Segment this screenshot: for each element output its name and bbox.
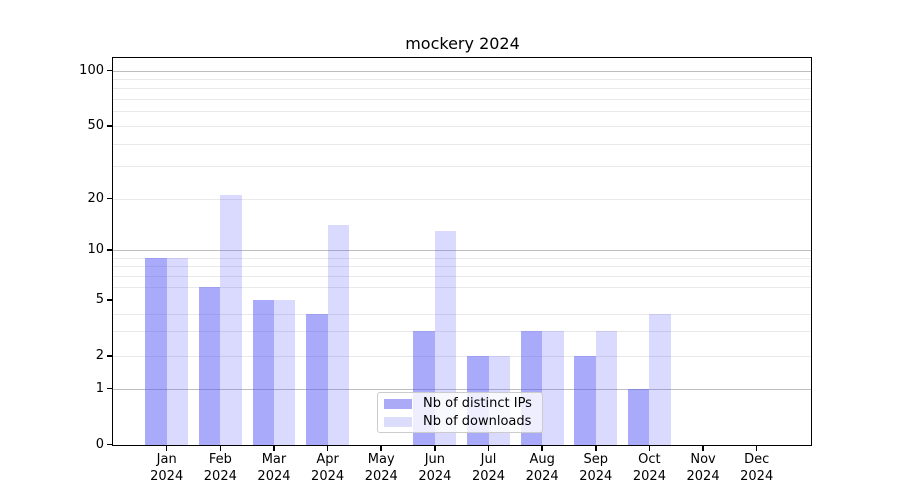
y-axis-tick — [107, 387, 112, 390]
y-axis-tick-label: 0 — [95, 436, 104, 452]
x-axis-tick-label: Mar 2024 — [257, 452, 291, 484]
legend-label: Nb of distinct IPs — [423, 396, 532, 411]
major-gridline — [113, 70, 812, 72]
y-axis-tick-label: 50 — [87, 118, 104, 133]
minor-gridline — [113, 198, 812, 200]
y-axis-tick — [107, 443, 112, 446]
y-axis-tick-label: 1 — [95, 380, 104, 396]
minor-gridline — [113, 99, 812, 101]
minor-gridline — [113, 143, 812, 145]
legend-entry-downloads: Nb of downloads — [384, 414, 536, 429]
x-axis-tick — [219, 446, 222, 451]
bar-sep-downloads — [595, 331, 618, 445]
bar-oct-downloads — [649, 313, 671, 445]
bar-jun-downloads — [434, 230, 457, 445]
y-axis-tick — [107, 125, 112, 127]
x-axis-tick-label: Jun 2024 — [418, 452, 452, 484]
minor-gridline — [113, 331, 812, 333]
minor-gridline — [113, 88, 812, 90]
x-axis-tick — [541, 446, 543, 451]
x-axis-tick-label: May 2024 — [364, 452, 398, 484]
minor-gridline — [113, 78, 812, 80]
y-axis-tick — [107, 299, 112, 301]
x-axis-tick — [595, 446, 597, 451]
minor-gridline — [113, 286, 812, 288]
legend-swatch-icon — [384, 416, 412, 427]
x-axis-tick — [702, 446, 704, 451]
major-gridline — [113, 250, 812, 251]
legend: Nb of distinct IPs Nb of downloads — [377, 392, 543, 433]
x-axis-tick-label: Dec 2024 — [740, 452, 774, 484]
bar-sep-distinct-ips — [574, 356, 596, 445]
y-axis-tick-label: 5 — [95, 292, 104, 307]
chart-title: mockery 2024 — [405, 34, 520, 53]
bar-apr-downloads — [327, 225, 349, 445]
x-axis-tick — [648, 446, 651, 451]
minor-gridline — [113, 111, 812, 113]
minor-gridline — [113, 166, 812, 168]
plot-area — [113, 58, 812, 445]
x-axis-tick — [273, 446, 275, 451]
y-axis-tick — [107, 355, 112, 357]
x-axis-tick-label: Apr 2024 — [311, 452, 345, 484]
x-axis-tick — [434, 446, 436, 451]
y-axis-tick — [107, 197, 112, 200]
legend-swatch-icon — [384, 398, 412, 409]
x-axis-tick-label: Jul 2024 — [471, 452, 506, 484]
bar-feb-distinct-ips — [198, 286, 221, 445]
legend-entry-distinct-ips: Nb of distinct IPs — [384, 396, 536, 411]
y-axis-tick-label: 20 — [87, 190, 104, 206]
minor-gridline — [113, 275, 812, 277]
bar-mar-distinct-ips — [252, 300, 274, 445]
minor-gridline — [113, 356, 812, 357]
y-axis-tick — [107, 249, 112, 251]
minor-gridline — [113, 257, 812, 259]
x-axis-tick-label: Sep 2024 — [579, 452, 613, 484]
bar-aug-downloads — [542, 331, 564, 445]
major-gridline — [113, 388, 812, 390]
bar-oct-distinct-ips — [628, 388, 650, 445]
x-axis-tick-label: Feb 2024 — [203, 452, 237, 484]
x-axis-tick-label: Jan 2024 — [150, 452, 184, 484]
y-axis-tick — [107, 69, 112, 72]
y-axis-tick-label: 100 — [79, 62, 104, 78]
bar-jan-downloads — [166, 257, 189, 445]
minor-gridline — [113, 266, 812, 268]
y-axis-tick-label: 10 — [87, 242, 104, 257]
bar-apr-distinct-ips — [306, 313, 328, 445]
bar-feb-downloads — [220, 194, 242, 445]
x-axis-tick-label: Aug 2024 — [525, 452, 559, 484]
x-axis-tick — [755, 446, 758, 451]
x-axis-tick — [326, 446, 329, 451]
y-axis-tick-label: 2 — [95, 348, 104, 363]
x-axis-tick — [380, 446, 382, 451]
legend-label: Nb of downloads — [423, 414, 532, 429]
bar-mar-downloads — [273, 300, 296, 445]
x-axis-tick — [487, 446, 490, 451]
minor-gridline — [113, 126, 812, 127]
x-axis-tick-label: Nov 2024 — [686, 452, 720, 484]
bar-jan-distinct-ips — [145, 257, 167, 445]
minor-gridline — [113, 313, 812, 315]
x-axis-tick-label: Oct 2024 — [632, 452, 666, 484]
x-axis-tick — [165, 446, 168, 451]
